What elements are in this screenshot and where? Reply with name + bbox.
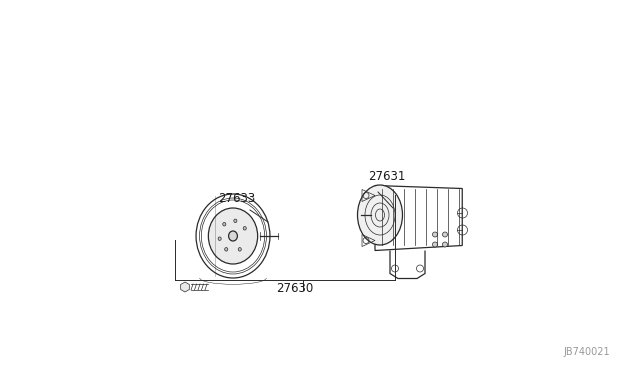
Circle shape bbox=[442, 242, 447, 247]
Circle shape bbox=[433, 232, 438, 237]
Text: 27630: 27630 bbox=[276, 282, 314, 295]
Text: JB740021: JB740021 bbox=[563, 347, 610, 357]
Circle shape bbox=[442, 232, 447, 237]
Ellipse shape bbox=[238, 248, 241, 251]
Ellipse shape bbox=[209, 208, 258, 264]
Ellipse shape bbox=[358, 185, 403, 245]
Ellipse shape bbox=[234, 219, 237, 222]
Circle shape bbox=[433, 242, 438, 247]
Polygon shape bbox=[180, 282, 189, 292]
Ellipse shape bbox=[223, 222, 226, 226]
Ellipse shape bbox=[243, 227, 246, 230]
Text: 27633: 27633 bbox=[218, 192, 255, 205]
Ellipse shape bbox=[225, 248, 228, 251]
Ellipse shape bbox=[228, 231, 237, 241]
Text: 27631: 27631 bbox=[368, 170, 405, 183]
Ellipse shape bbox=[218, 237, 221, 240]
